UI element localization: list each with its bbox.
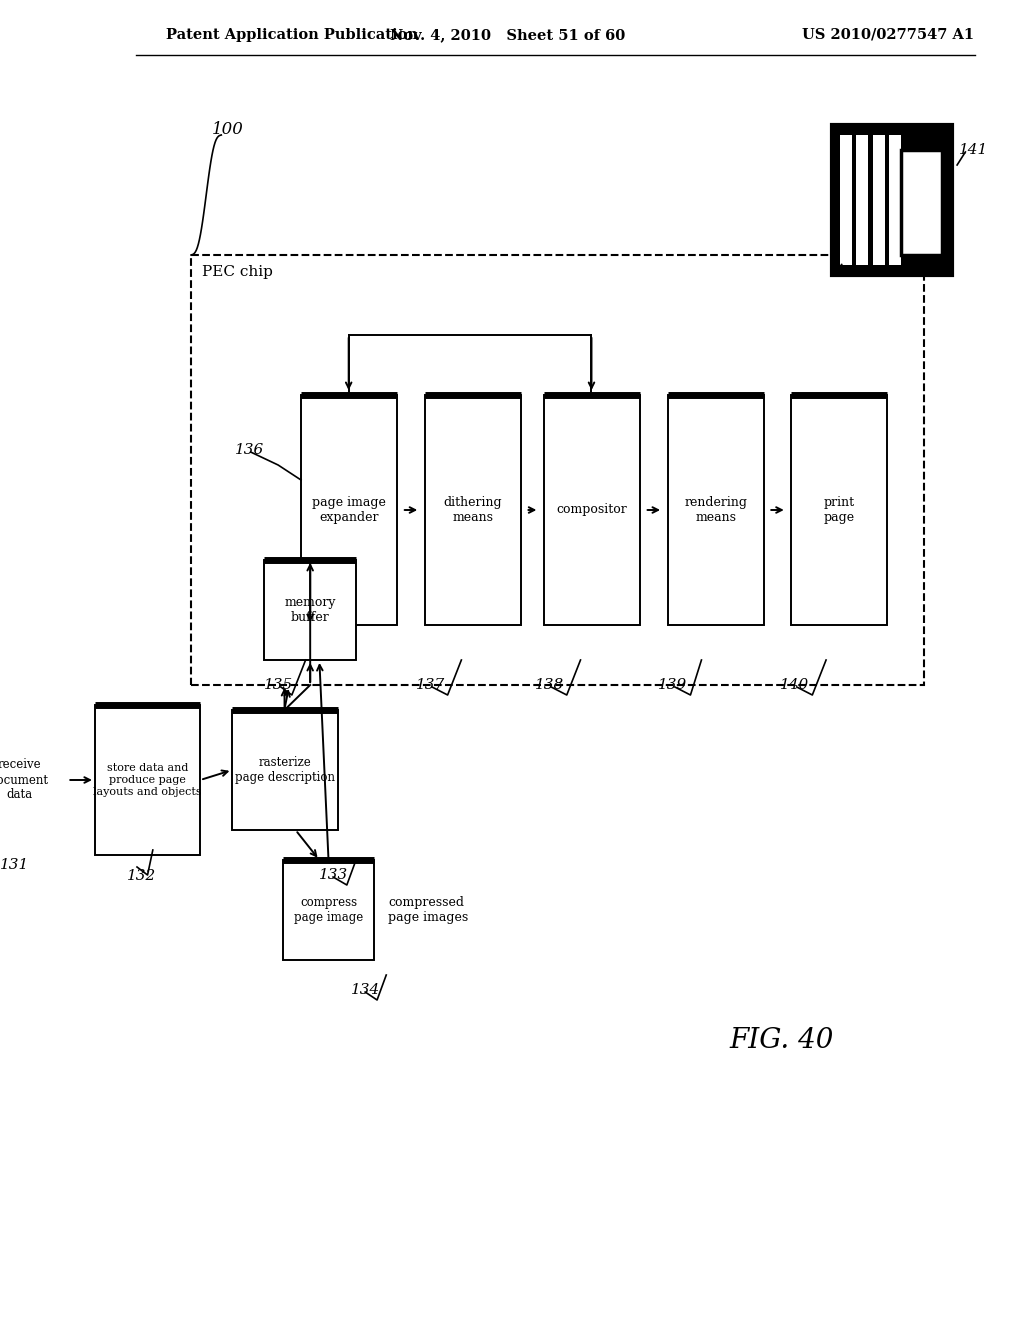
Text: 134: 134	[351, 983, 381, 997]
Text: 100: 100	[212, 121, 244, 139]
Bar	[856, 135, 868, 265]
Text: 133: 133	[319, 869, 348, 882]
Text: compressed
page images: compressed page images	[388, 896, 468, 924]
Text: 132: 132	[126, 869, 156, 883]
Text: 139: 139	[658, 678, 688, 692]
Text: store data and
produce page
layouts and objects: store data and produce page layouts and …	[93, 763, 202, 796]
Bar	[833, 125, 951, 275]
Bar	[889, 135, 901, 265]
Text: 136: 136	[236, 444, 264, 457]
Bar	[95, 705, 201, 855]
Text: print
page: print page	[823, 496, 855, 524]
Bar	[544, 395, 640, 624]
Text: compositor: compositor	[557, 503, 628, 516]
Text: 140: 140	[780, 678, 810, 692]
Text: 138: 138	[535, 678, 564, 692]
Bar	[283, 861, 375, 960]
Bar	[668, 395, 764, 624]
Text: Patent Application Publication: Patent Application Publication	[166, 28, 419, 42]
Bar	[191, 255, 924, 685]
Bar	[792, 395, 888, 624]
Bar	[425, 395, 521, 624]
Bar	[0, 719, 68, 840]
Text: memory
buffer: memory buffer	[285, 597, 336, 624]
Text: dithering
means: dithering means	[443, 496, 502, 524]
Text: page image
expander: page image expander	[312, 496, 386, 524]
Text: 131: 131	[0, 858, 30, 873]
Text: FIG. 40: FIG. 40	[730, 1027, 835, 1053]
Text: PEC chip: PEC chip	[202, 265, 273, 279]
Bar	[872, 135, 885, 265]
Text: rendering
means: rendering means	[684, 496, 748, 524]
Bar	[901, 150, 942, 255]
Text: 141: 141	[958, 143, 988, 157]
Text: US 2010/0277547 A1: US 2010/0277547 A1	[803, 28, 975, 42]
Text: Nov. 4, 2010   Sheet 51 of 60: Nov. 4, 2010 Sheet 51 of 60	[389, 28, 625, 42]
Bar	[840, 135, 852, 265]
Bar	[264, 560, 356, 660]
Bar	[301, 395, 397, 624]
Text: compress
page image: compress page image	[294, 896, 364, 924]
Bar	[232, 710, 338, 830]
Text: receive
document
data: receive document data	[0, 759, 49, 801]
Text: 135: 135	[264, 678, 294, 692]
Text: rasterize
page description: rasterize page description	[234, 756, 335, 784]
Text: 137: 137	[416, 678, 444, 692]
